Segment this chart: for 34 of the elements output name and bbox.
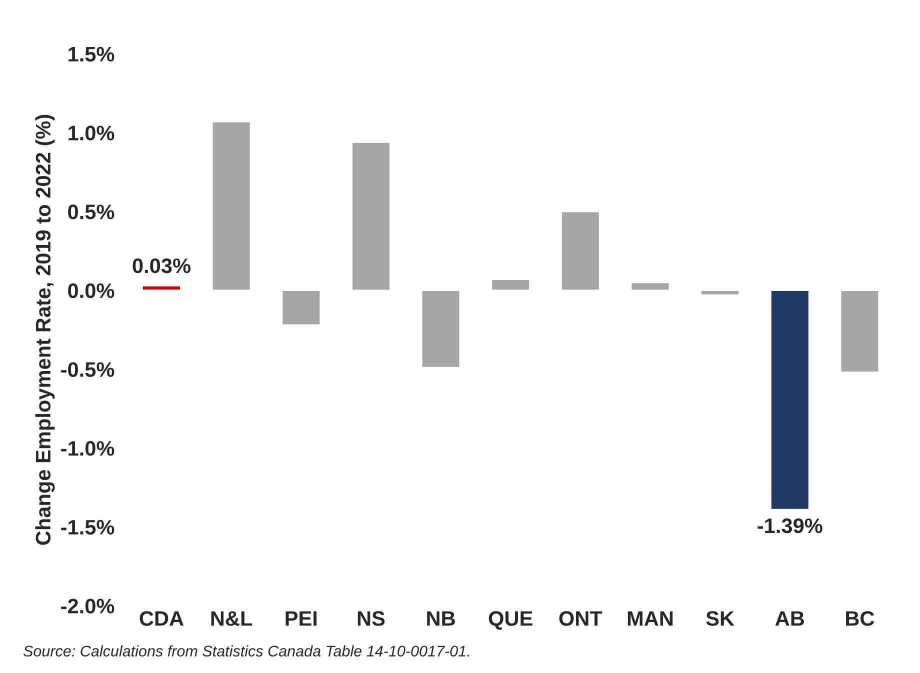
bar [281, 290, 322, 326]
x-tick-label: BC [846, 611, 874, 626]
y-tick-label: 0.0% [68, 283, 114, 298]
bar [351, 141, 391, 292]
bar [142, 284, 182, 292]
data-label: 0.03% [132, 258, 190, 274]
y-tick-label: -1.5% [61, 520, 114, 535]
bar [770, 290, 810, 510]
bar [211, 120, 252, 292]
y-axis-title: Change Employment Rate, 2019 to 2022 (%) [35, 114, 55, 545]
x-tick-label: QUE [488, 611, 532, 630]
x-tick-label: NB [427, 611, 455, 626]
y-tick-label: 0.5% [68, 204, 114, 220]
x-tick-label: AB [775, 611, 804, 626]
y-tick-label: -2.0% [61, 598, 114, 614]
x-tick-label: NS [358, 611, 385, 626]
bar [840, 290, 880, 374]
bar [700, 290, 740, 296]
y-tick-label: -0.5% [61, 362, 114, 377]
source-note: Source: Calculations from Statistics Canada Table 14-10-0017-01. [23, 645, 469, 657]
x-tick-label: MAN [628, 611, 673, 626]
x-tick-label: PEI [286, 611, 317, 626]
bar [560, 210, 600, 292]
bar [630, 282, 670, 292]
y-tick-label: 1.5% [68, 46, 114, 62]
x-tick-label: ONT [559, 611, 602, 626]
y-tick-label: -1.0% [61, 441, 114, 456]
x-tick-label: N&L [211, 611, 252, 626]
bar [420, 290, 461, 368]
x-tick-label: SK [706, 611, 734, 626]
bar [490, 278, 530, 292]
x-tick-label: CDA [140, 611, 184, 626]
y-tick-label: 1.0% [68, 126, 114, 140]
data-label: -1.39% [758, 518, 822, 534]
